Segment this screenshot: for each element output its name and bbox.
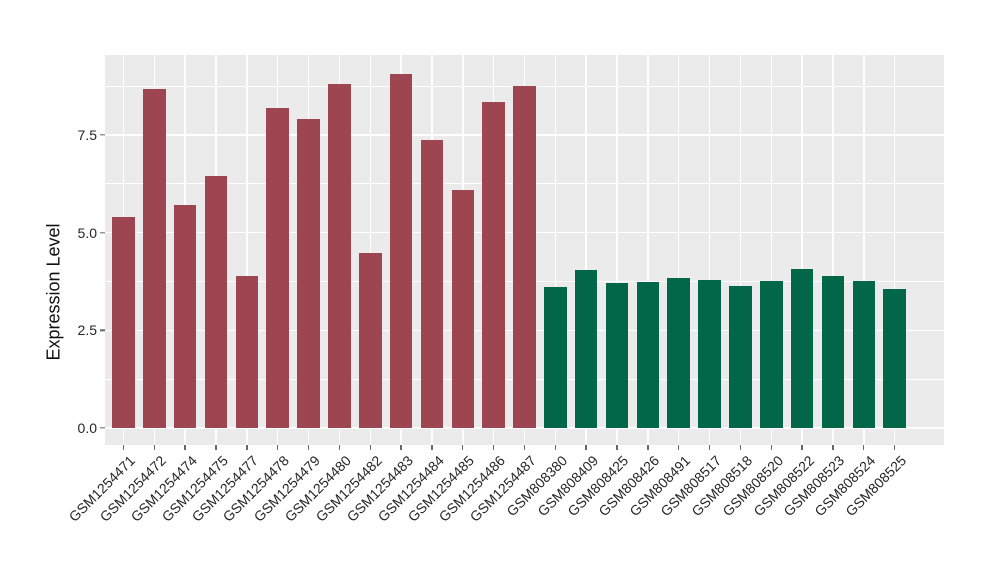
bar-GSM808425 (605, 283, 629, 428)
y-axis-title: Expression Level (43, 222, 64, 361)
x-tick-mark (708, 445, 711, 450)
bar-GSM1254475 (204, 176, 228, 428)
x-tick-mark (338, 445, 341, 450)
bar-GSM808523 (821, 276, 845, 428)
bar-GSM808426 (636, 281, 660, 428)
vertical-gridline (832, 55, 834, 445)
bar-GSM1254482 (359, 252, 382, 428)
bar-GSM1254483 (389, 74, 413, 428)
bar-GSM1254487 (513, 86, 536, 428)
x-tick-mark (277, 445, 279, 450)
x-tick-mark (893, 445, 896, 450)
x-tick-mark (246, 445, 248, 450)
vertical-gridline (246, 55, 248, 445)
bar-GSM808520 (760, 280, 783, 428)
x-tick-mark (647, 445, 649, 450)
bar-GSM1254480 (328, 84, 351, 428)
y-tick-mark (100, 329, 105, 332)
vertical-gridline (863, 55, 865, 445)
vertical-gridline (801, 55, 803, 445)
x-tick-mark (492, 445, 495, 450)
x-tick-mark (307, 445, 310, 450)
bar-GSM1254478 (266, 108, 289, 428)
bar-GSM808525 (883, 288, 906, 428)
vertical-gridline (708, 55, 711, 445)
x-tick-mark (739, 445, 742, 450)
y-tick-label: 0.0 (77, 420, 97, 436)
x-tick-mark (554, 445, 557, 450)
x-tick-mark (863, 445, 865, 450)
vertical-gridline (739, 55, 742, 445)
bar-GSM808380 (544, 286, 567, 428)
bar-GSM808524 (852, 281, 876, 428)
bar-GSM808491 (667, 277, 690, 428)
x-tick-mark (215, 445, 217, 450)
x-tick-mark (832, 445, 834, 450)
bar-GSM1254472 (143, 88, 166, 428)
bar-GSM808517 (698, 279, 721, 428)
bar-GSM1254486 (482, 102, 505, 428)
x-tick-mark (400, 445, 402, 450)
x-tick-mark (523, 445, 526, 450)
vertical-gridline (647, 55, 649, 445)
vertical-gridline (893, 55, 896, 445)
x-tick-mark (122, 445, 125, 450)
x-tick-mark (153, 445, 156, 450)
bar-GSM1254471 (112, 216, 135, 428)
bar-GSM1254485 (451, 190, 475, 428)
x-tick-mark (678, 445, 680, 450)
bar-GSM1254474 (173, 204, 197, 428)
vertical-gridline (770, 55, 772, 445)
x-tick-mark (184, 445, 186, 450)
y-tick-mark (100, 231, 105, 234)
bar-GSM1254477 (235, 276, 259, 428)
bar-GSM1254479 (297, 118, 320, 428)
vertical-gridline (585, 55, 587, 445)
x-tick-mark (431, 445, 433, 450)
vertical-gridline (369, 55, 372, 445)
x-tick-mark (770, 445, 772, 450)
x-tick-mark (801, 445, 803, 450)
y-tick-mark (100, 427, 105, 429)
bar-GSM808522 (790, 269, 814, 428)
y-tick-label: 5.0 (77, 224, 97, 241)
vertical-gridline (616, 55, 618, 445)
y-tick-label: 7.5 (77, 126, 97, 143)
bar-GSM808518 (729, 285, 752, 428)
x-tick-mark (462, 445, 464, 450)
plot-panel (105, 55, 944, 445)
bar-GSM1254484 (420, 140, 444, 428)
vertical-gridline (677, 55, 680, 445)
y-tick-mark (100, 134, 105, 136)
x-tick-mark (585, 445, 587, 450)
y-tick-label: 2.5 (77, 322, 97, 339)
bar-GSM808409 (574, 270, 598, 428)
x-tick-mark (616, 445, 618, 450)
vertical-gridline (554, 55, 557, 445)
x-tick-mark (369, 445, 371, 450)
